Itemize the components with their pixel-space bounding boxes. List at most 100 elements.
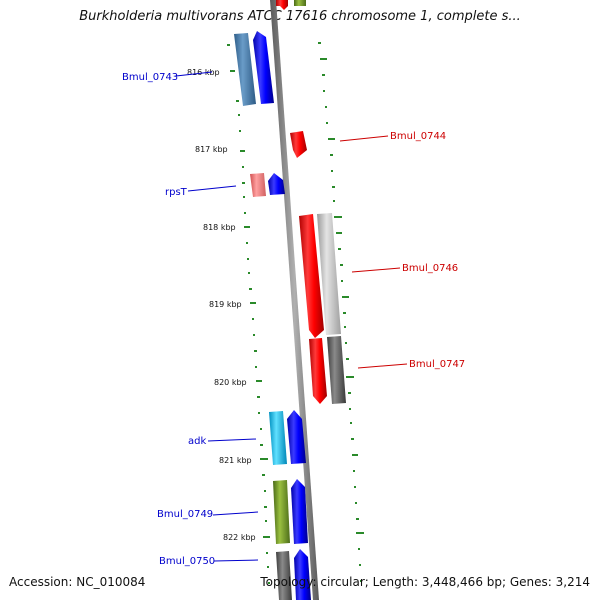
gc-dot-left — [248, 272, 250, 274]
gene-adk-cog[interactable] — [269, 411, 287, 465]
gc-dot-right — [318, 42, 321, 44]
gc-dot-right — [338, 248, 341, 250]
gc-dot-right — [344, 326, 346, 328]
gc-dot-right — [356, 518, 359, 520]
gc-dot-left — [254, 350, 257, 352]
gene-adk[interactable] — [287, 410, 306, 464]
gc-dot-right — [355, 502, 357, 504]
gc-dot-right — [354, 486, 356, 488]
gene-bmul-0750-cog[interactable] — [276, 551, 292, 600]
gene-label-bmul-0744[interactable]: Bmul_0744 — [390, 131, 446, 142]
gc-dot-right — [332, 186, 335, 188]
gc-dot-right — [328, 138, 335, 140]
gc-dot-left — [239, 130, 241, 132]
gene-label-bmul-0749[interactable]: Bmul_0749 — [157, 509, 213, 520]
gc-dot-left — [244, 212, 246, 214]
gc-dot-left — [238, 114, 240, 116]
gc-dot-right — [346, 376, 354, 378]
gc-dot-right — [356, 532, 364, 534]
gc-dot-left — [264, 490, 266, 492]
gc-dot-right — [330, 154, 333, 156]
gene-bmul-0743-cog[interactable] — [234, 33, 256, 106]
gc-dot-left — [265, 520, 267, 522]
partial-gene-reverse — [276, 0, 288, 10]
gc-dot-right — [323, 90, 325, 92]
gc-dot-right — [336, 232, 342, 234]
gc-dot-right — [348, 392, 351, 394]
gene-bmul-0750[interactable] — [294, 549, 311, 600]
gc-dot-right — [345, 342, 347, 344]
scale-tick-label: 821 kbp — [219, 456, 252, 465]
leader-line — [212, 511, 259, 516]
gc-dot-right — [352, 454, 358, 456]
gc-dot-left — [227, 44, 230, 46]
gc-dot-left — [267, 566, 269, 568]
gc-dot-right — [360, 580, 362, 582]
gc-dot-right — [359, 564, 361, 566]
leader-line — [213, 559, 259, 562]
gc-dot-right — [322, 74, 325, 76]
leader-line — [351, 267, 401, 273]
gene-label-bmul-0746[interactable]: Bmul_0746 — [402, 263, 458, 274]
gc-dot-left — [244, 226, 250, 228]
gc-dot-left — [255, 366, 257, 368]
scale-tick-label: 819 kbp — [209, 300, 242, 309]
scale-tick-label: 818 kbp — [203, 223, 236, 232]
gc-dot-left — [240, 150, 245, 152]
gc-dot-left — [262, 474, 265, 476]
gene-rpst-cog[interactable] — [250, 173, 266, 197]
partial-gene-cog — [294, 0, 306, 6]
label-leaders — [175, 71, 408, 562]
scale-tick-label: 820 kbp — [214, 378, 247, 387]
gene-label-rpst[interactable]: rpsT — [165, 187, 188, 198]
scale-ticks: 816 kbp 817 kbp 818 kbp 819 kbp 820 kbp … — [187, 68, 256, 542]
gene-labels: Bmul_0743 Bmul_0744 rpsT Bmul_0746 Bmul_… — [122, 72, 465, 567]
gene-bmul-0743[interactable] — [253, 31, 274, 104]
gc-dot-right — [346, 358, 349, 360]
gc-dot-left — [268, 582, 270, 584]
leader-line — [187, 185, 237, 192]
leader-line — [207, 438, 257, 442]
gc-dot-right — [331, 170, 333, 172]
gene-bmul-0749[interactable] — [291, 479, 308, 544]
gc-dot-left — [249, 288, 252, 290]
gc-dot-left — [252, 318, 254, 320]
gc-dot-left — [256, 380, 262, 382]
accession-text: Accession: NC_010084 — [9, 575, 146, 589]
gc-dot-right — [343, 312, 346, 314]
gc-dot-left — [260, 444, 263, 446]
gene-label-bmul-0747[interactable]: Bmul_0747 — [409, 359, 465, 370]
gene-bmul-0744[interactable] — [290, 131, 307, 158]
gc-dot-right — [326, 122, 328, 124]
gene-bmul-0746-cog[interactable] — [317, 213, 341, 335]
gc-dot-right — [333, 200, 335, 202]
gene-bmul-0749-cog[interactable] — [273, 480, 290, 544]
gene-label-bmul-0743[interactable]: Bmul_0743 — [122, 72, 178, 83]
gc-skew-track — [227, 42, 364, 584]
gc-dot-left — [243, 196, 245, 198]
gc-dot-left — [246, 242, 248, 244]
gc-dot-right — [351, 438, 354, 440]
gc-dot-left — [258, 412, 260, 414]
gc-dot-right — [325, 106, 327, 108]
gc-dot-right — [349, 408, 351, 410]
gc-dot-right — [334, 216, 342, 218]
gc-dot-left — [264, 506, 267, 508]
gc-dot-left — [263, 536, 270, 538]
gene-label-bmul-0750[interactable]: Bmul_0750 — [159, 556, 215, 567]
leader-line — [175, 71, 213, 77]
gc-dot-left — [236, 100, 239, 102]
scale-tick-label: 822 kbp — [223, 533, 256, 542]
gc-dot-left — [253, 334, 255, 336]
gene-rpst[interactable] — [268, 173, 285, 195]
gc-dot-left — [230, 70, 235, 72]
gene-bmul-0747[interactable] — [309, 338, 327, 404]
map-title: Burkholderia multivorans ATCC 17616 chro… — [79, 9, 521, 24]
topology-text: Topology: circular; Length: 3,448,466 bp… — [260, 575, 590, 589]
gene-bmul-0746[interactable] — [299, 214, 324, 338]
gene-label-adk[interactable]: adk — [188, 436, 206, 447]
gc-dot-left — [257, 396, 260, 398]
gene-bmul-0747-cog[interactable] — [327, 336, 346, 404]
gc-dot-right — [358, 548, 360, 550]
